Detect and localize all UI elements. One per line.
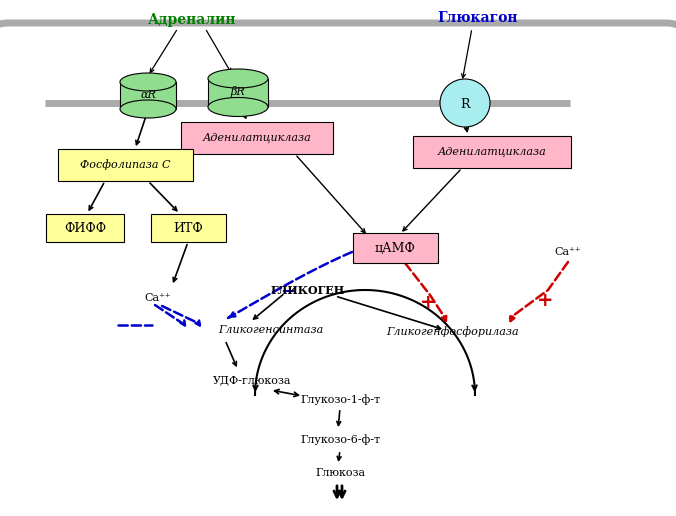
- Text: +: +: [420, 293, 436, 312]
- Text: УДФ-глюкоза: УДФ-глюкоза: [213, 375, 291, 385]
- FancyBboxPatch shape: [0, 23, 676, 516]
- FancyBboxPatch shape: [352, 233, 437, 263]
- Text: ГЛИКОГЕН: ГЛИКОГЕН: [271, 284, 345, 296]
- Text: Гликогенфосфорилаза: Гликогенфосфорилаза: [386, 327, 518, 337]
- Text: −: −: [281, 283, 295, 301]
- FancyBboxPatch shape: [57, 149, 193, 181]
- Ellipse shape: [120, 73, 176, 91]
- FancyBboxPatch shape: [46, 214, 124, 242]
- FancyBboxPatch shape: [413, 136, 571, 168]
- Text: Аденилатциклаза: Аденилатциклаза: [437, 147, 546, 157]
- Text: Ca⁺⁺: Ca⁺⁺: [145, 293, 171, 303]
- Text: Глукозо-1-ф-т: Глукозо-1-ф-т: [300, 395, 380, 406]
- Text: βR: βR: [231, 86, 245, 98]
- FancyBboxPatch shape: [151, 214, 226, 242]
- Text: Адреналин: Адреналин: [148, 13, 236, 27]
- Text: +: +: [537, 291, 553, 310]
- Polygon shape: [208, 78, 268, 107]
- Text: Глюкоза: Глюкоза: [315, 468, 365, 478]
- Ellipse shape: [440, 79, 490, 127]
- Text: R: R: [460, 98, 470, 110]
- Polygon shape: [120, 82, 176, 109]
- Text: цАМФ: цАМФ: [375, 241, 416, 254]
- Ellipse shape: [208, 98, 268, 117]
- Text: Гликогенсинтаза: Гликогенсинтаза: [218, 325, 323, 335]
- Ellipse shape: [120, 100, 176, 118]
- Text: Глукозо-6-ф-т: Глукозо-6-ф-т: [300, 434, 380, 445]
- Text: ФИФФ: ФИФФ: [64, 221, 106, 234]
- FancyBboxPatch shape: [181, 122, 333, 154]
- Text: ИТФ: ИТФ: [173, 221, 203, 234]
- Text: αR: αR: [140, 90, 156, 100]
- Text: Аденилатциклаза: Аденилатциклаза: [203, 133, 312, 143]
- Text: Ca⁺⁺: Ca⁺⁺: [555, 247, 581, 257]
- Text: Фосфолипаза C: Фосфолипаза C: [80, 159, 170, 170]
- Ellipse shape: [208, 69, 268, 88]
- Text: Глюкагон: Глюкагон: [438, 11, 518, 25]
